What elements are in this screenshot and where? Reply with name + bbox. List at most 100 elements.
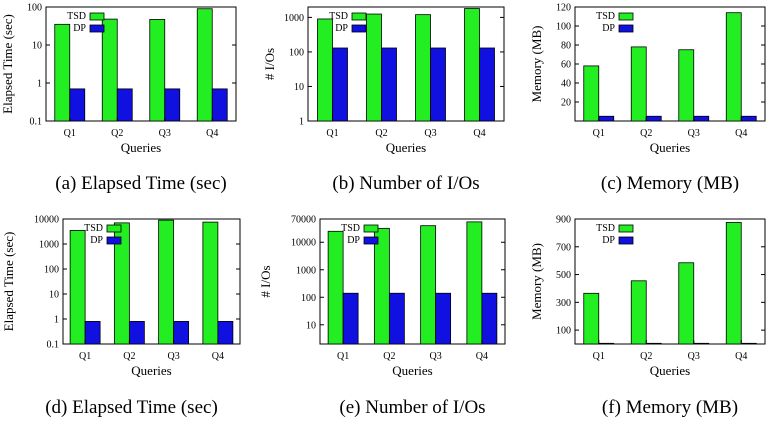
bar-dp — [212, 89, 227, 121]
panel-caption: (b) Number of I/Os — [332, 173, 479, 194]
y-tick-label: 20 — [561, 98, 571, 109]
legend-swatch-tsd — [90, 13, 104, 20]
panel-caption: (d) Elapsed Time (sec) — [45, 397, 218, 418]
y-axis-label: Memory (MB) — [529, 243, 544, 320]
y-tick-label: 10000 — [291, 238, 316, 249]
bar-dp — [389, 293, 404, 344]
bar-tsd — [367, 14, 382, 121]
y-axis-label: Elapsed Time (sec) — [1, 232, 16, 332]
x-tick-label: Q1 — [593, 351, 605, 362]
bar-tsd — [679, 263, 694, 344]
x-tick-label: Q3 — [424, 128, 436, 139]
y-axis-label: # I/Os — [258, 265, 273, 297]
y-tick-label: 900 — [556, 215, 571, 226]
x-tick-label: Q4 — [473, 128, 485, 139]
bar-tsd — [328, 231, 343, 344]
bar-tsd — [679, 50, 694, 121]
x-tick-label: Q4 — [735, 351, 747, 362]
legend-label-tsd: TSD — [329, 11, 348, 22]
y-tick-label: 0.1 — [47, 340, 60, 351]
y-tick-label: 10 — [294, 82, 304, 93]
bar-dp — [174, 321, 189, 344]
bar-dp — [117, 89, 132, 121]
bar-tsd — [631, 281, 646, 344]
x-axis-label: Queries — [121, 140, 161, 155]
x-tick-label: Q2 — [640, 351, 652, 362]
y-tick-label: 70000 — [291, 215, 316, 226]
bar-dp — [694, 116, 709, 121]
y-tick-label: 1 — [299, 117, 304, 128]
panel-caption: (a) Elapsed Time (sec) — [55, 173, 226, 194]
bar-tsd — [102, 19, 117, 121]
y-tick-label: 80 — [561, 41, 571, 52]
bar-tsd — [318, 19, 333, 121]
panel-caption: (f) Memory (MB) — [602, 397, 738, 418]
bar-dp — [431, 48, 446, 121]
legend-label-dp: DP — [73, 23, 86, 34]
bar-tsd — [203, 222, 218, 344]
bar-tsd — [467, 222, 482, 344]
y-tick-label: 700 — [556, 242, 571, 253]
x-axis-label: Queries — [392, 363, 432, 378]
y-tick-label: 120 — [556, 3, 571, 14]
bar-dp — [218, 321, 233, 344]
bar-dp — [165, 89, 180, 121]
bar-dp — [741, 116, 756, 121]
x-axis-label: Queries — [386, 140, 426, 155]
y-tick-label: 10000 — [34, 215, 59, 226]
legend-label-tsd: TSD — [84, 223, 103, 234]
bar-tsd — [374, 228, 389, 344]
x-axis-label: Queries — [650, 140, 690, 155]
legend-label-dp: DP — [602, 23, 615, 34]
x-tick-label: Q1 — [79, 351, 91, 362]
bar-dp — [343, 293, 358, 344]
x-axis-label: Queries — [650, 363, 690, 378]
legend-label-tsd: TSD — [596, 223, 615, 234]
legend-swatch-tsd — [107, 225, 121, 232]
bar-tsd — [70, 230, 85, 344]
x-tick-label: Q2 — [111, 128, 123, 139]
x-tick-label: Q3 — [168, 351, 180, 362]
x-tick-label: Q4 — [212, 351, 224, 362]
bar-tsd — [197, 9, 212, 121]
legend-label-tsd: TSD — [341, 223, 360, 234]
x-tick-label: Q3 — [430, 351, 442, 362]
x-tick-label: Q3 — [688, 351, 700, 362]
bar-dp — [482, 293, 497, 344]
x-axis-label: Queries — [131, 363, 171, 378]
x-tick-label: Q3 — [688, 128, 700, 139]
y-tick-label: 100 — [556, 22, 571, 33]
legend-label-dp: DP — [335, 23, 348, 34]
y-tick-label: 1000 — [39, 240, 59, 251]
legend-swatch-tsd — [352, 13, 366, 20]
legend-label-tsd: TSD — [67, 11, 86, 22]
bar-tsd — [421, 226, 436, 344]
y-tick-label: 0.1 — [30, 117, 43, 128]
bar-dp — [599, 116, 614, 121]
x-tick-label: Q2 — [640, 128, 652, 139]
y-tick-label: 100 — [44, 265, 59, 276]
bar-dp — [480, 48, 495, 121]
bar-tsd — [416, 15, 431, 121]
legend-label-dp: DP — [90, 235, 103, 246]
x-tick-label: Q1 — [337, 351, 349, 362]
x-tick-label: Q4 — [206, 128, 218, 139]
bar-tsd — [726, 13, 741, 121]
y-tick-label: 10 — [306, 320, 316, 331]
x-tick-label: Q2 — [123, 351, 135, 362]
legend-swatch-dp — [90, 25, 104, 32]
bar-dp — [646, 116, 661, 121]
legend-swatch-dp — [364, 237, 378, 244]
bar-tsd — [584, 66, 599, 121]
bar-dp — [694, 343, 709, 344]
legend-swatch-dp — [107, 237, 121, 244]
bar-dp — [436, 293, 451, 344]
legend-swatch-dp — [352, 25, 366, 32]
bar-tsd — [465, 9, 480, 121]
legend-swatch-dp — [619, 237, 633, 244]
legend-swatch-tsd — [619, 225, 633, 232]
x-tick-label: Q1 — [326, 128, 338, 139]
x-tick-label: Q4 — [476, 351, 488, 362]
y-tick-label: 1000 — [296, 265, 316, 276]
x-tick-label: Q2 — [375, 128, 387, 139]
